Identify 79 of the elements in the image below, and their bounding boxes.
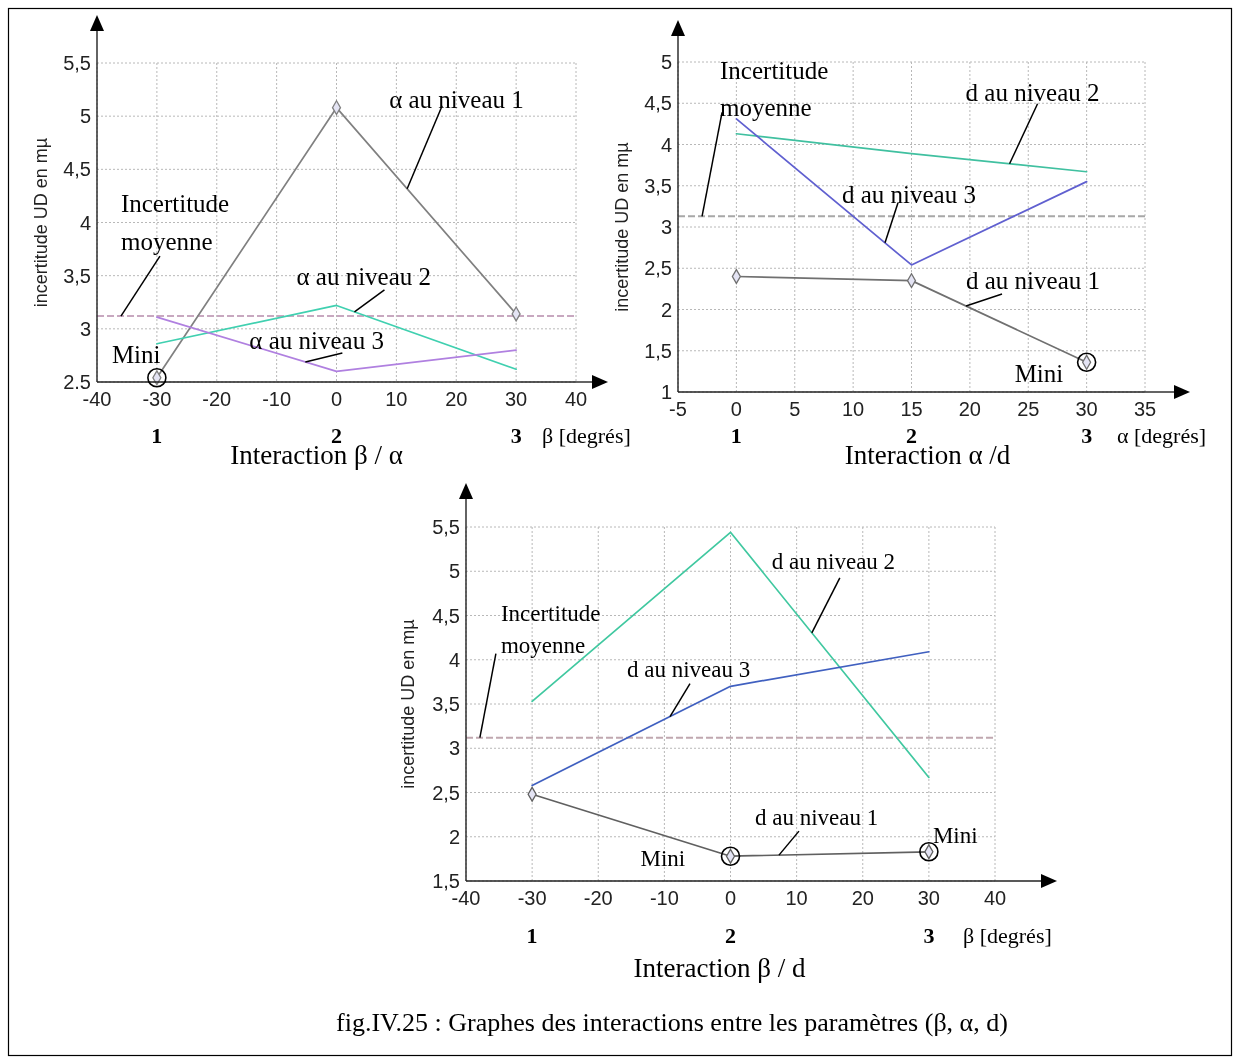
x-tick-label: -10 — [262, 388, 292, 410]
annotation: Mini — [932, 822, 978, 848]
x-tick-label: -20 — [202, 388, 232, 410]
y-tick-label: 2 — [660, 298, 672, 321]
x-tick-label: 10 — [785, 887, 808, 909]
x-axis-title: β [degrés] — [542, 423, 631, 448]
y-tick-label: 3,5 — [63, 264, 91, 287]
x2-tick-label: 2 — [725, 923, 736, 948]
x-tick-label: 30 — [505, 388, 528, 410]
series-label: d au niveau 3 — [627, 656, 751, 682]
y-axis-title: incertitude UD en mµ — [398, 619, 418, 789]
x-tick-label: -20 — [583, 887, 613, 909]
x-tick-label: 0 — [724, 887, 737, 909]
y-tick-label: 1 — [660, 381, 672, 403]
y-tick-label: 3 — [660, 216, 672, 238]
series-label: α au niveau 1 — [389, 85, 524, 113]
y-tick-label: 5,5 — [432, 516, 460, 538]
y-axis-title: incertitude UD en mµ — [612, 142, 632, 312]
x-tick-label: 25 — [1017, 398, 1040, 420]
x-tick-label: 30 — [1075, 398, 1098, 420]
text: Interaction β / d — [633, 953, 806, 983]
y-tick-label: 3 — [79, 317, 91, 340]
y-tick-label: 4 — [660, 133, 672, 156]
x-tick-label: -30 — [142, 388, 172, 410]
y-tick-label: 4,5 — [63, 158, 91, 181]
series-label: d au niveau 2 — [771, 548, 896, 574]
x-tick-label: -5 — [669, 398, 687, 420]
series-label: d au niveau 3 — [842, 180, 976, 208]
x-tick-label: 20 — [445, 388, 468, 410]
y-tick-label: 5 — [660, 51, 672, 73]
x-tick-label: 0 — [330, 388, 343, 410]
x-tick-label: 0 — [730, 398, 742, 420]
x-axis-title: β [degrés] — [963, 923, 1052, 948]
y-tick-label: 5,5 — [63, 52, 91, 74]
series-label: α au niveau 3 — [249, 326, 384, 354]
x-tick-label: 35 — [1133, 398, 1157, 420]
y-tick-label: 4 — [79, 211, 91, 234]
x-tick-label: 15 — [900, 398, 923, 420]
y-tick-label: 5 — [79, 105, 91, 128]
x-tick-label: -10 — [649, 887, 679, 909]
x-tick-label: -30 — [517, 887, 547, 909]
y-tick-label: 4,5 — [644, 92, 672, 115]
y-tick-label: 4 — [448, 648, 460, 671]
y-axis-title: incertitude UD en mµ — [31, 137, 51, 308]
text: d au niveau 2 — [965, 78, 1100, 106]
y-tick-label: 2,5 — [644, 257, 672, 280]
y-tick-label: 3,5 — [644, 174, 672, 197]
series-label: d au niveau 1 — [754, 805, 879, 831]
y-tick-label: 3 — [448, 737, 460, 760]
x2-tick-label: 1 — [151, 423, 163, 448]
x2-tick-label: 3 — [1081, 423, 1093, 448]
x2-tick-label: 3 — [510, 423, 522, 448]
x2-tick-label: 3 — [923, 923, 935, 948]
text: fig.IV.25 : Graphes des interactions entre les paramètres (β, α, d) — [336, 1008, 1008, 1037]
y-tick-label: 4,5 — [432, 604, 460, 627]
x-tick-label: 5 — [789, 398, 801, 420]
ref-line-label: Incertitude moyenne — [120, 190, 230, 255]
series-label: d au niveau 1 — [966, 267, 1101, 295]
annotation: Mini — [640, 846, 686, 872]
x-tick-label: 30 — [917, 887, 940, 909]
x-axis-title: α [degrés] — [1117, 423, 1207, 448]
x2-tick-label: 1 — [730, 423, 742, 448]
annotation: Mini — [1014, 360, 1064, 388]
x-tick-label: 20 — [958, 398, 981, 420]
ref-line-label: Incertitude moyenne — [500, 600, 601, 658]
x-tick-label: 10 — [385, 388, 408, 410]
x-tick-label: 10 — [842, 398, 865, 420]
y-tick-label: 1,5 — [644, 339, 672, 362]
ref-line-label: Incertitude moyenne — [720, 57, 829, 121]
y-tick-label: 5 — [448, 560, 460, 583]
x-tick-label: 20 — [851, 887, 874, 909]
series-label: α au niveau 2 — [296, 262, 432, 290]
y-tick-label: 3,5 — [432, 693, 460, 715]
x2-tick-label: 1 — [526, 923, 538, 948]
annotation: Mini — [111, 340, 161, 368]
x-tick-label: 40 — [983, 887, 1007, 909]
y-tick-label: 2 — [448, 825, 460, 848]
y-tick-label: 2,5 — [432, 781, 460, 804]
x-tick-label: 40 — [564, 388, 588, 410]
